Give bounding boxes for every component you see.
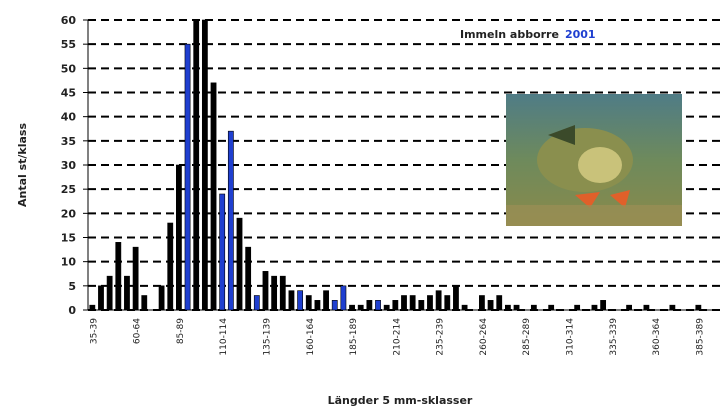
bar — [419, 300, 424, 310]
bar — [367, 300, 372, 310]
bar — [254, 296, 259, 311]
bar — [176, 165, 181, 310]
x-tick-label: 160-164 — [306, 318, 316, 356]
y-tick-label: 5 — [68, 280, 76, 293]
x-tick-label: 85-89 — [176, 318, 186, 344]
bar — [462, 305, 467, 310]
bar — [670, 305, 675, 310]
bar — [107, 276, 112, 310]
bar — [98, 286, 103, 310]
bar — [323, 291, 328, 310]
chart-title: Immeln abborre 2001 — [460, 28, 596, 41]
y-tick-label: 25 — [61, 183, 76, 196]
bar — [90, 305, 95, 310]
bar — [575, 305, 580, 310]
x-tick-label: 35-39 — [89, 318, 99, 344]
bar — [142, 296, 147, 311]
bar — [194, 20, 199, 310]
x-tick-label: 360-364 — [652, 318, 662, 356]
y-tick-label: 50 — [61, 62, 77, 75]
y-tick-label: 40 — [61, 111, 77, 124]
bar — [393, 300, 398, 310]
bar — [202, 20, 207, 310]
bar — [246, 247, 251, 310]
bar — [228, 131, 233, 310]
x-tick-label: 310-314 — [565, 318, 575, 356]
chart: 0 5 10 15 20 25 30 35 40 45 50 55 60 35-39 60-64 85-89 1… — [0, 0, 722, 413]
bar — [488, 300, 493, 310]
x-tick-label: 60-64 — [133, 318, 143, 344]
fish-photo — [506, 94, 682, 226]
y-tick-label: 15 — [61, 232, 76, 245]
bar — [332, 300, 337, 310]
bar — [306, 296, 311, 311]
bar — [211, 83, 216, 310]
y-tick-label: 0 — [68, 304, 76, 317]
bar — [549, 305, 554, 310]
y-axis-label: Antal st/klass — [16, 123, 29, 208]
bar — [341, 286, 346, 310]
bar — [159, 286, 164, 310]
bar — [436, 291, 441, 310]
bar — [601, 300, 606, 310]
bar — [272, 276, 277, 310]
bar — [375, 300, 380, 310]
y-tick-label: 20 — [61, 207, 77, 220]
x-tick-label: 385-389 — [695, 318, 705, 356]
x-axis-label: Längder 5 mm-sklasser — [328, 394, 473, 407]
y-tick-label: 30 — [61, 159, 77, 172]
y-tick-label: 55 — [61, 38, 76, 51]
bar — [116, 242, 121, 310]
x-tick-label: 285-289 — [522, 318, 532, 356]
bar — [531, 305, 536, 310]
y-tick-label: 10 — [61, 256, 77, 269]
bar — [401, 296, 406, 311]
x-tick-label: 260-264 — [479, 318, 489, 356]
x-tick-label: 235-239 — [436, 318, 446, 356]
bar — [185, 44, 190, 310]
y-tick-label: 60 — [61, 14, 77, 27]
bar — [696, 305, 701, 310]
y-tick-label: 45 — [61, 87, 76, 100]
x-tick-label: 335-339 — [609, 318, 619, 356]
bar — [453, 286, 458, 310]
bar — [497, 296, 502, 311]
bar — [644, 305, 649, 310]
x-tick-label: 210-214 — [392, 318, 402, 356]
bar — [220, 194, 225, 310]
bar — [592, 305, 597, 310]
bar — [445, 296, 450, 311]
x-tick-label: 110-114 — [219, 318, 229, 356]
bar — [263, 271, 268, 310]
title-text: Immeln abborre — [460, 28, 559, 41]
x-tick-label: 135-139 — [262, 318, 272, 356]
title-year: 2001 — [565, 28, 596, 41]
bar — [505, 305, 510, 310]
bar — [626, 305, 631, 310]
bar — [237, 218, 242, 310]
bar — [349, 305, 354, 310]
bar — [479, 296, 484, 311]
y-tick-label: 35 — [61, 135, 76, 148]
bar — [168, 223, 173, 310]
bar — [427, 296, 432, 311]
bar — [133, 247, 138, 310]
bar — [384, 305, 389, 310]
bar — [124, 276, 129, 310]
bar — [298, 291, 303, 310]
bar — [289, 291, 294, 310]
bar — [280, 276, 285, 310]
bar — [358, 305, 363, 310]
bar — [315, 300, 320, 310]
x-tick-label: 185-189 — [349, 318, 359, 356]
bar — [410, 296, 415, 311]
bar — [514, 305, 519, 310]
